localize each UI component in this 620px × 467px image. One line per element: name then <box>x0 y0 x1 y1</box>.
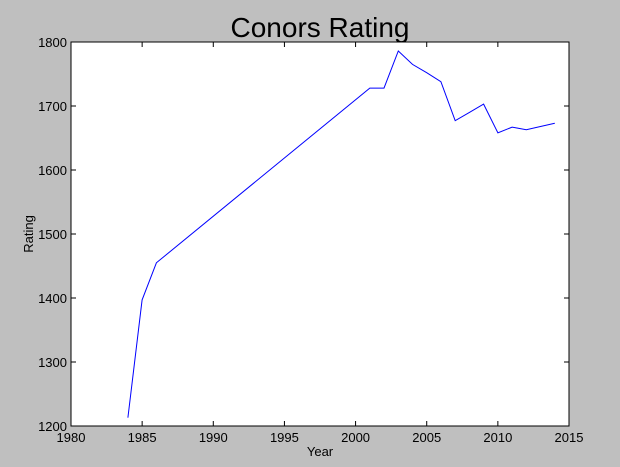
y-tick-label: 1200 <box>38 419 67 434</box>
series-layer <box>127 50 555 418</box>
y-tick-label: 1500 <box>38 227 67 242</box>
plot-area <box>70 41 570 427</box>
x-tick-label: 1990 <box>199 430 228 445</box>
x-tick-label: 2010 <box>483 430 512 445</box>
x-tick-label: 2000 <box>341 430 370 445</box>
axis-ticks: 1980 1985 1990 1995 2000 2005 2010 2015 1200 1300… <box>38 35 583 445</box>
y-tick-label: 1700 <box>38 99 67 114</box>
y-tick-label: 1400 <box>38 291 67 306</box>
y-axis-label: Rating <box>21 215 36 253</box>
x-axis-label: Year <box>307 444 334 459</box>
x-tick-label: 2015 <box>555 430 584 445</box>
series-line <box>127 50 555 418</box>
x-tick-label: 1980 <box>57 430 86 445</box>
x-tick-label: 1995 <box>270 430 299 445</box>
x-tick-label: 2005 <box>412 430 441 445</box>
chart-title: Conors Rating <box>231 12 410 43</box>
x-tick-label: 1985 <box>128 430 157 445</box>
y-tick-label: 1600 <box>38 163 67 178</box>
y-tick-label: 1300 <box>38 355 67 370</box>
y-tick-label: 1800 <box>38 35 67 50</box>
